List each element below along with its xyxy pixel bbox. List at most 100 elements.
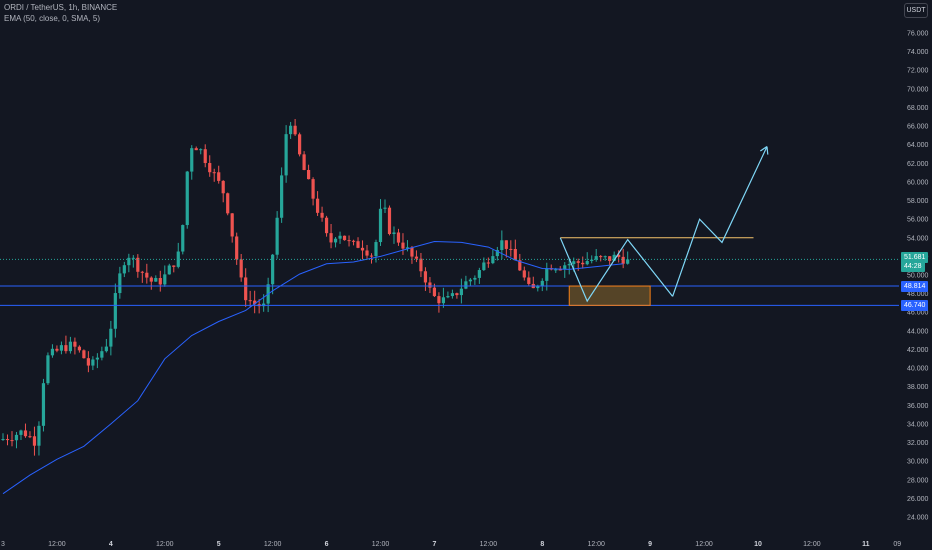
candle-body [536,285,540,289]
candle [387,205,392,236]
candle-body [495,250,499,257]
candle [145,263,149,284]
candle-body [221,180,225,194]
candle [491,249,495,265]
candle-body [19,430,23,435]
y-tick-label: 74.000 [907,49,929,56]
candle-body [194,148,198,151]
candle-body [23,430,28,437]
candle [608,256,612,266]
candle [329,223,333,249]
candle [82,349,86,359]
candle-body [594,256,598,260]
x-tick-label: 12:00 [156,541,174,548]
candle-body [419,258,423,272]
candle-body [347,240,351,242]
candle [360,240,365,260]
candle-body [365,250,369,256]
projection-arrowhead [760,146,769,155]
candle-body [181,225,185,252]
candle-body [64,345,68,352]
candle-body [509,248,513,250]
candle-body [333,238,338,243]
candle [518,253,522,272]
candle [55,345,59,353]
y-tick-label: 64.000 [907,142,929,149]
candle-body [608,256,612,261]
candle-body [293,125,297,135]
candle [46,352,50,385]
candle-body [5,439,10,441]
candle-body [432,287,437,297]
candle [347,235,351,247]
price-axis: 24.000 26.000 28.000 30.000 32.000 34.000 36.0… [907,31,929,522]
ema-legend[interactable]: EMA (50, close, 0, SMA, 5) [4,14,101,23]
candlestick-series [1,118,630,456]
candle [486,257,490,268]
candle [163,265,167,287]
candle-body [383,207,387,209]
candle [244,268,248,307]
candle [522,266,526,281]
x-tick-label: 5 [217,541,221,548]
candle-body [190,148,194,172]
y-tick-label: 24.000 [907,515,929,522]
candle-body [446,296,450,298]
candle [401,233,405,255]
y-tick-label: 72.000 [907,68,929,75]
candle-body [239,259,243,278]
x-tick-label: 4 [109,541,113,548]
candle-body [459,288,463,296]
candle-body [149,277,153,282]
candle-body [253,300,257,305]
candle-body [145,272,149,278]
y-tick-label: 60.000 [907,179,929,186]
candle [581,256,585,269]
candle-body [37,425,41,446]
candle [194,146,198,151]
candle [113,283,117,338]
candle [396,228,401,246]
candle [280,167,284,223]
candle [172,265,176,273]
candle-body [320,212,324,218]
candle-body [603,256,607,258]
candle [181,224,185,255]
candle-body [621,256,625,264]
candle-body [176,251,180,267]
candle [504,240,508,258]
candle-body [401,242,405,249]
candle-body [428,282,432,288]
candle [176,242,180,269]
candle [185,170,189,229]
x-tick-label: 12:00 [480,541,498,548]
y-tick-label: 76.000 [907,31,929,38]
symbol-legend[interactable]: ORDI / TetherUS, 1h, BINANCE [4,3,118,12]
candle-body [280,175,284,218]
y-tick-label: 50.000 [907,273,929,280]
candle-body [59,345,64,351]
candle-body [486,262,490,264]
candle [23,423,28,438]
candle-body [374,242,378,257]
candle [585,252,589,266]
candle-body [158,278,162,285]
candle [540,278,544,292]
candle-body [563,265,567,270]
candle [509,240,513,257]
candle [77,345,81,353]
currency-button[interactable]: USDT [904,3,928,18]
candle-body [113,293,117,329]
candle [68,336,73,354]
y-tick-label: 56.000 [907,217,929,224]
candle [284,125,288,183]
candle-body [91,359,95,366]
candle-body [122,265,126,274]
candle-body [86,358,90,366]
x-tick-label: 12:00 [803,541,821,548]
candle-body [284,134,288,176]
candle [235,232,239,265]
candle [10,431,14,447]
candle [320,206,324,222]
